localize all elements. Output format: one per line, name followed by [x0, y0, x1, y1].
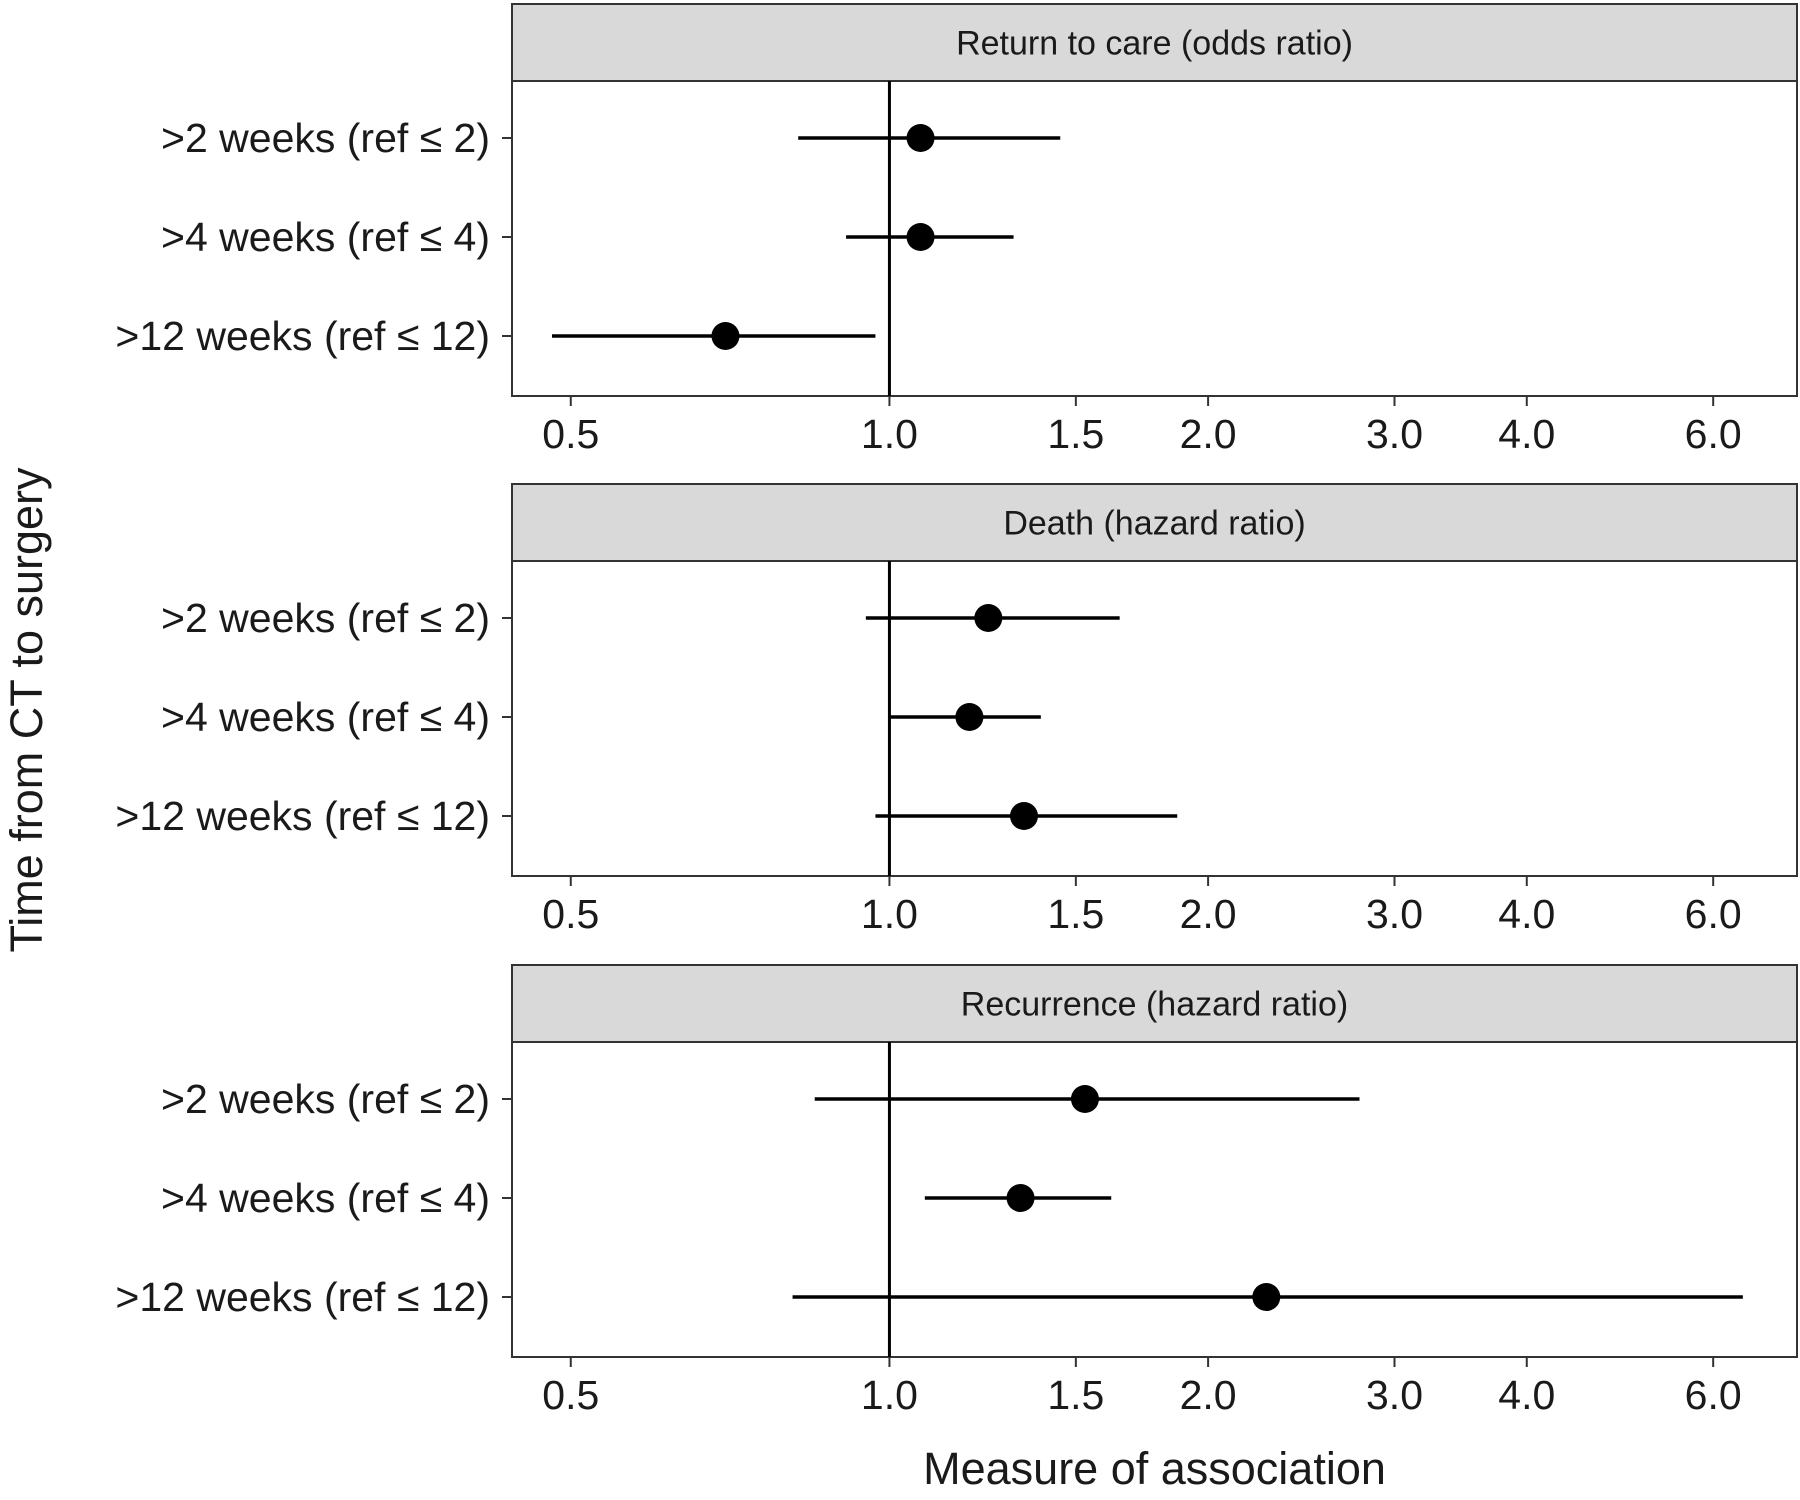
x-tick-label: 4.0 — [1498, 1372, 1555, 1418]
point-estimate — [1070, 1085, 1099, 1113]
panel-border — [511, 1041, 1798, 1358]
y-tick-label: >12 weeks (ref ≤ 12) — [115, 793, 490, 839]
y-tick-label: >12 weeks (ref ≤ 12) — [115, 1274, 490, 1320]
panel-border — [511, 560, 1798, 877]
x-tick-label: 6.0 — [1685, 1372, 1742, 1418]
panel-title: Death (hazard ratio) — [1003, 505, 1305, 543]
y-tick-label: >4 weeks (ref ≤ 4) — [161, 214, 490, 260]
point-estimate — [711, 322, 740, 350]
point-estimate — [906, 223, 935, 251]
x-tick-label: 4.0 — [1498, 891, 1555, 937]
point-estimate — [1006, 1184, 1035, 1212]
panel-border — [511, 80, 1798, 397]
panel-strip — [511, 483, 1798, 562]
x-tick-label: 0.5 — [542, 891, 599, 937]
x-tick-label: 1.0 — [861, 411, 918, 457]
y-tick-label: >2 weeks (ref ≤ 2) — [161, 1076, 490, 1122]
x-tick-label: 2.0 — [1180, 411, 1237, 457]
y-axis-title: Time from CT to surgery — [1, 467, 52, 953]
y-tick-label: >4 weeks (ref ≤ 4) — [161, 694, 490, 740]
panel-title: Return to care (odds ratio) — [956, 25, 1353, 63]
x-tick-label: 2.0 — [1180, 891, 1237, 937]
x-tick-label: 3.0 — [1366, 891, 1423, 937]
panel-strip — [511, 3, 1798, 82]
x-tick-label: 1.5 — [1047, 891, 1104, 937]
point-estimate — [1252, 1283, 1281, 1311]
point-estimate — [955, 703, 984, 731]
y-tick-label: >2 weeks (ref ≤ 2) — [161, 595, 490, 641]
x-tick-label: 1.0 — [861, 1372, 918, 1418]
x-tick-label: 6.0 — [1685, 411, 1742, 457]
panel-title: Recurrence (hazard ratio) — [961, 986, 1348, 1024]
x-tick-label: 1.0 — [861, 891, 918, 937]
x-tick-label: 3.0 — [1366, 1372, 1423, 1418]
y-tick-label: >2 weeks (ref ≤ 2) — [161, 115, 490, 161]
x-tick-label: 0.5 — [542, 1372, 599, 1418]
point-estimate — [906, 124, 935, 152]
x-axis-title: Measure of association — [923, 1443, 1386, 1494]
x-tick-label: 2.0 — [1180, 1372, 1237, 1418]
point-estimate — [974, 604, 1003, 632]
x-tick-label: 6.0 — [1685, 891, 1742, 937]
y-tick-label: >12 weeks (ref ≤ 12) — [115, 313, 490, 359]
x-tick-label: 1.5 — [1047, 411, 1104, 457]
x-tick-label: 3.0 — [1366, 411, 1423, 457]
x-tick-label: 1.5 — [1047, 1372, 1104, 1418]
x-tick-label: 0.5 — [542, 411, 599, 457]
y-tick-label: >4 weeks (ref ≤ 4) — [161, 1175, 490, 1221]
point-estimate — [1009, 802, 1038, 830]
x-tick-label: 4.0 — [1498, 411, 1555, 457]
